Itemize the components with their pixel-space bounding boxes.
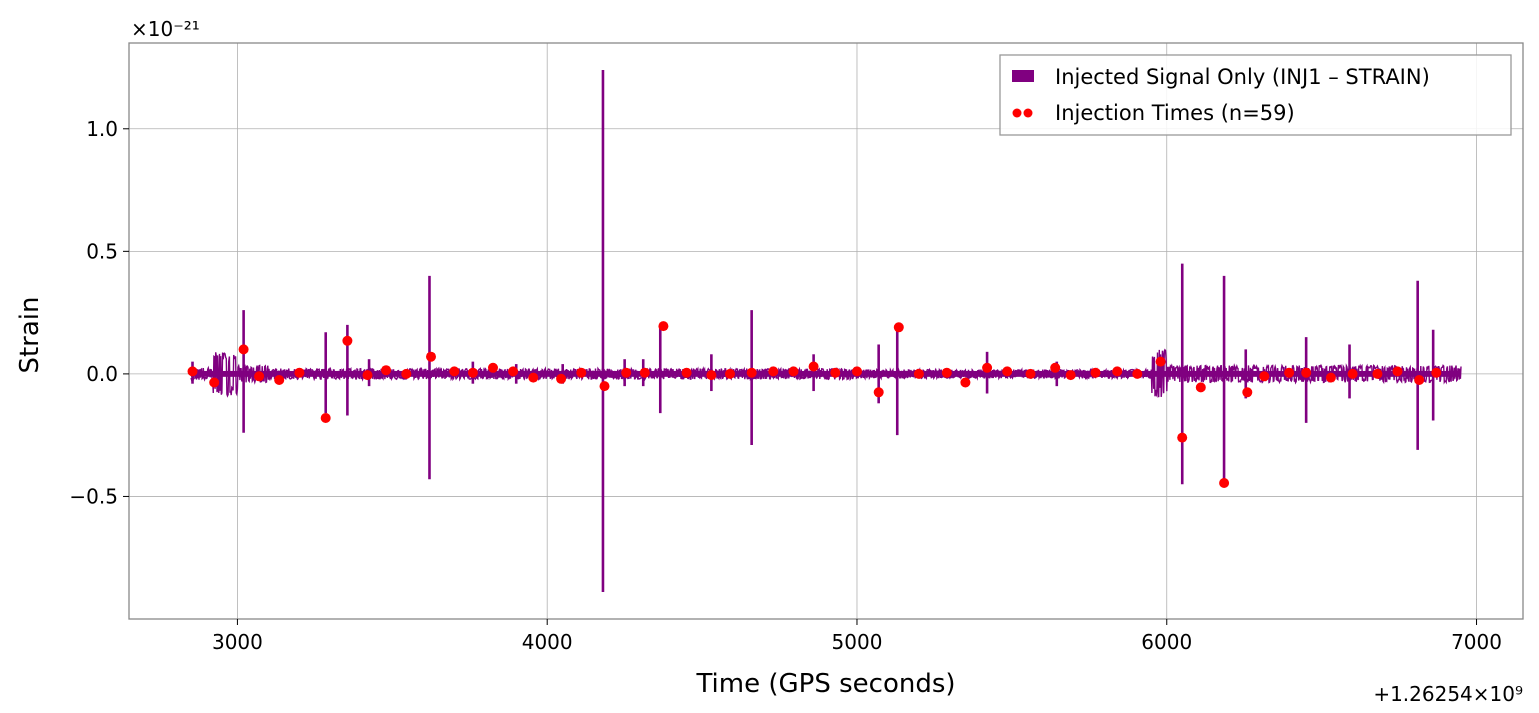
injection-point [599, 381, 610, 392]
injected-signal-series [190, 69, 1462, 593]
injection-point [556, 373, 567, 384]
legend-label-injections: Injection Times (n=59) [1055, 101, 1295, 125]
injection-point [1414, 375, 1425, 385]
injection-point [1284, 367, 1295, 378]
injection-point [746, 367, 757, 378]
injection-point [706, 370, 717, 381]
injection-point [1392, 366, 1403, 377]
y-multiplier-label: ×10⁻²¹ [131, 17, 200, 41]
injection-point [1025, 368, 1036, 379]
y-tick-label: −0.5 [69, 484, 118, 508]
injection-point [1195, 382, 1206, 393]
injection-point [1301, 367, 1312, 378]
injection-point [342, 335, 353, 346]
injection-point [1065, 370, 1076, 381]
injection-point [1242, 387, 1253, 398]
injection-point [1155, 356, 1166, 367]
injection-point [808, 361, 819, 372]
injection-point [576, 367, 587, 378]
injection-point [1219, 478, 1230, 488]
injection-point [1177, 432, 1188, 443]
injection-point [768, 366, 779, 377]
injection-times-series [187, 321, 1442, 488]
legend-swatch-signal [1012, 70, 1034, 82]
injection-point [362, 370, 373, 381]
injection-point [401, 368, 412, 379]
injection-point [1112, 366, 1123, 377]
injection-point [830, 367, 841, 378]
legend-label-signal: Injected Signal Only (INJ1 – STRAIN) [1055, 65, 1430, 89]
x-axis-ticks: 3000 4000 5000 6000 7000 [212, 619, 1502, 654]
injection-point [1431, 367, 1442, 378]
plot-frame [128, 42, 1524, 620]
injection-point [913, 368, 924, 379]
injection-point [528, 372, 539, 383]
injection-point [320, 413, 331, 423]
x-axis-label: Time (GPS seconds) [695, 669, 955, 699]
x-tick-label: 4000 [522, 630, 573, 654]
injection-point [508, 366, 519, 377]
injection-point [294, 367, 305, 378]
y-axis-ticks: −0.5 0.0 0.5 1.0 [69, 117, 129, 508]
y-axis-label: Strain [15, 296, 45, 373]
injection-point [681, 367, 692, 378]
x-offset-label: +1.26254×10⁹ [1373, 682, 1523, 706]
y-tick-label: 1.0 [86, 117, 118, 141]
legend-swatch-injection-b [1023, 108, 1033, 118]
injection-point [941, 367, 952, 378]
injection-point [449, 366, 460, 377]
injection-point [1002, 366, 1013, 377]
injection-point [381, 365, 392, 376]
injection-point [658, 321, 669, 332]
injection-point [1325, 372, 1336, 383]
legend-swatch-injection-a [1012, 108, 1022, 118]
injection-point [1372, 368, 1383, 379]
x-tick-label: 7000 [1451, 630, 1502, 654]
legend-box [999, 54, 1512, 136]
injection-point [852, 366, 862, 377]
legend: Injected Signal Only (INJ1 – STRAIN) Inj… [999, 54, 1512, 136]
injection-point [238, 344, 249, 355]
injection-point [639, 367, 650, 378]
injection-point [426, 351, 436, 362]
injection-point [254, 371, 265, 382]
injection-point [1090, 367, 1101, 378]
x-tick-label: 3000 [212, 630, 263, 654]
injection-point [725, 368, 735, 379]
injection-point [1259, 371, 1270, 382]
injection-point [209, 377, 220, 388]
injection-point [1132, 368, 1143, 379]
signal-core-band [190, 370, 1462, 377]
y-tick-label: 0.5 [86, 239, 118, 263]
injection-point [960, 377, 971, 388]
injection-point [274, 375, 285, 385]
injection-point [1347, 368, 1358, 379]
y-tick-label: 0.0 [86, 362, 118, 386]
injection-point [873, 387, 884, 398]
x-tick-label: 6000 [1141, 630, 1192, 654]
injection-point [1050, 362, 1061, 373]
injection-point [788, 366, 799, 377]
injection-point [982, 362, 993, 373]
injection-point [488, 362, 498, 373]
injection-point [187, 366, 198, 377]
x-tick-label: 5000 [832, 630, 883, 654]
injection-point [893, 322, 904, 333]
injection-point [467, 367, 478, 378]
injection-point [621, 367, 632, 378]
